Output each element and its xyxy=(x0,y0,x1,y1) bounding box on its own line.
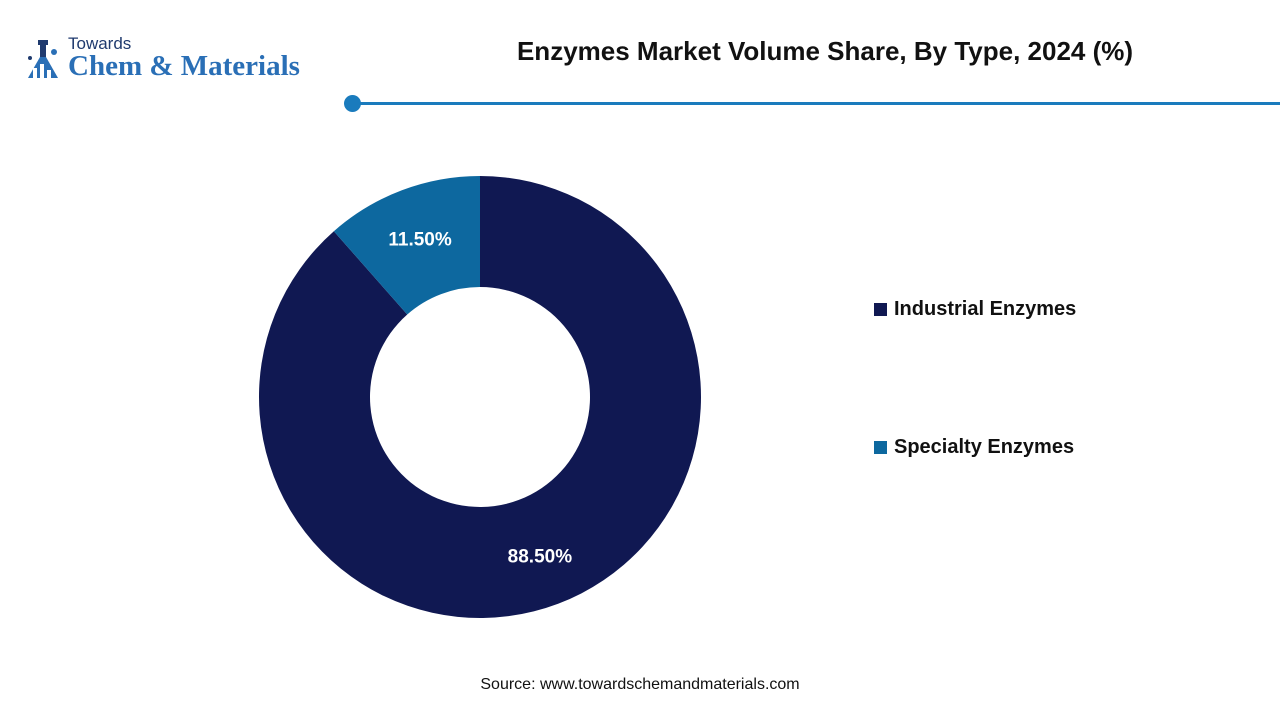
brand-main-text: Chem & Materials xyxy=(68,50,300,82)
legend-swatch xyxy=(874,441,887,454)
legend-item-industrial-enzymes: Industrial Enzymes xyxy=(874,298,1076,321)
flask-icon xyxy=(28,40,58,78)
title-rule-dot xyxy=(344,95,361,112)
brand-logo: Towards Chem & Materials xyxy=(22,34,342,86)
slice-label-specialty-enzymes: 11.50% xyxy=(388,229,451,250)
title-rule xyxy=(353,102,1280,105)
slice-label-industrial-enzymes: 88.50% xyxy=(508,547,573,568)
slice-industrial-enzymes xyxy=(259,176,702,618)
brand-top-text: Towards xyxy=(68,34,132,53)
source-note: Source: www.towardschemandmaterials.com xyxy=(480,676,800,693)
chart-legend: Industrial Enzymes Specialty Enzymes xyxy=(874,0,1254,720)
legend-swatch xyxy=(874,303,887,316)
slice-labels: 88.50% 11.50% xyxy=(388,229,572,567)
chart-title: Enzymes Market Volume Share, By Type, 20… xyxy=(516,36,1134,66)
donut-slices xyxy=(259,176,702,618)
slice-specialty-enzymes xyxy=(333,176,480,315)
legend-label: Specialty Enzymes xyxy=(894,436,1075,458)
legend-label: Industrial Enzymes xyxy=(894,298,1077,320)
legend-item-specialty-enzymes: Specialty Enzymes xyxy=(874,436,1074,459)
